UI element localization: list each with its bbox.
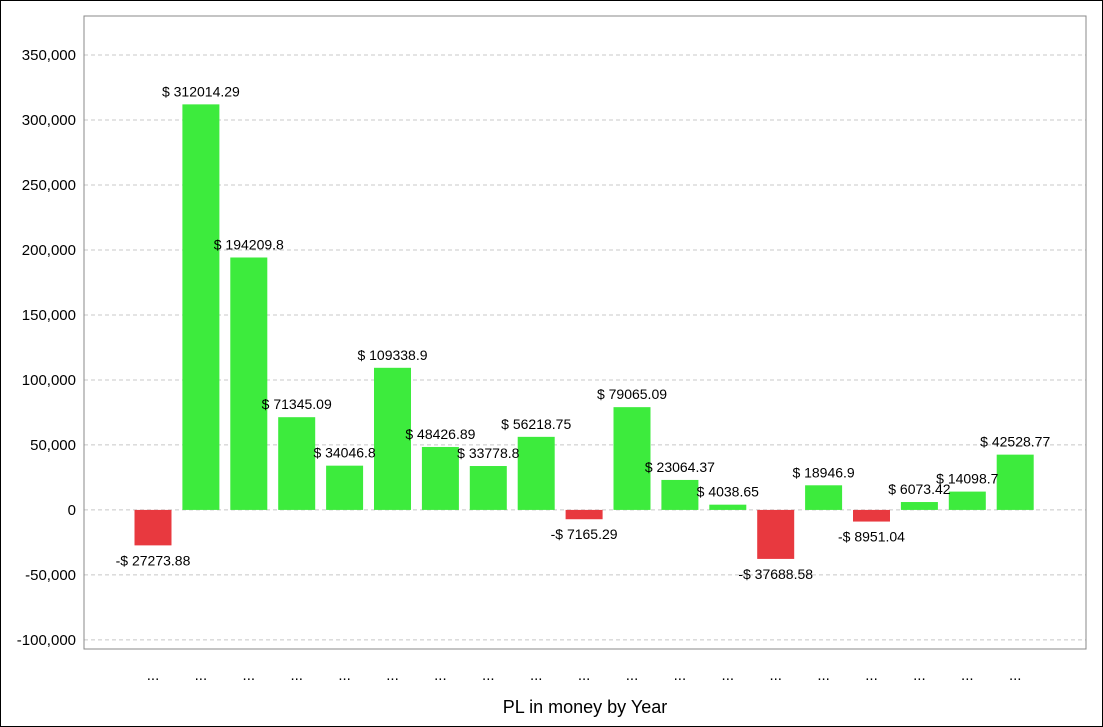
data-label: $ 18946.9 [792, 464, 854, 480]
y-tick-label: 50,000 [30, 437, 76, 454]
bar [565, 509, 603, 520]
bar [278, 417, 316, 510]
y-tick-label: 150,000 [22, 307, 76, 324]
data-label: $ 312014.29 [162, 83, 240, 99]
data-label: $ 71345.09 [262, 396, 332, 412]
x-tick-label: ... [865, 667, 878, 684]
data-label: $ 14098.7 [936, 471, 998, 487]
x-tick-label: ... [626, 667, 639, 684]
y-axis-tick-labels: -100,000 -50,000 0 50,000 100,000 150,000 200,… [17, 47, 76, 649]
x-tick-label: ... [961, 667, 974, 684]
bar [805, 485, 843, 510]
x-tick-label: ... [530, 667, 543, 684]
data-label: $ 34046.8 [313, 445, 375, 461]
x-tick-label: ... [817, 667, 830, 684]
bar [421, 446, 459, 510]
data-label: $ 79065.09 [597, 386, 667, 402]
bar [230, 257, 268, 510]
y-tick-label: 300,000 [22, 112, 76, 129]
data-label: $ 6073.42 [888, 481, 950, 497]
y-tick-label: 0 [68, 502, 76, 519]
x-tick-label: ... [913, 667, 926, 684]
data-label: $ 4038.65 [697, 484, 759, 500]
y-tick-label: -100,000 [17, 632, 76, 649]
y-tick-label: 200,000 [22, 242, 76, 259]
x-tick-label: ... [290, 667, 303, 684]
bar [613, 407, 651, 510]
bar [326, 465, 364, 510]
bar [374, 367, 411, 510]
data-label: -$ 37688.58 [738, 566, 813, 582]
x-tick-label: ... [722, 667, 735, 684]
data-label: -$ 8951.04 [838, 529, 905, 545]
bar [900, 502, 938, 510]
x-axis-title: PL in money by Year [503, 697, 667, 717]
x-tick-label: ... [147, 667, 160, 684]
bar [996, 454, 1034, 510]
data-label: $ 42528.77 [980, 434, 1050, 450]
data-label: -$ 7165.29 [551, 526, 618, 542]
x-tick-label: ... [482, 667, 495, 684]
x-tick-label: ... [195, 667, 208, 684]
bar [182, 104, 220, 510]
bar [948, 491, 986, 510]
x-tick-label: ... [338, 667, 351, 684]
y-tick-label: 350,000 [22, 47, 76, 64]
x-tick-label: ... [434, 667, 447, 684]
y-tick-label: -50,000 [25, 567, 76, 584]
x-axis-tick-labels: ........................................… [147, 667, 1022, 684]
x-tick-label: ... [386, 667, 399, 684]
y-tick-label: 250,000 [22, 177, 76, 194]
bar [709, 504, 747, 510]
data-label: $ 33778.8 [457, 445, 519, 461]
bar [517, 436, 555, 510]
y-tick-label: 100,000 [22, 372, 76, 389]
data-label: $ 109338.9 [357, 347, 427, 363]
x-tick-label: ... [674, 667, 687, 684]
data-label: $ 194209.8 [214, 236, 284, 252]
x-tick-label: ... [1009, 667, 1022, 684]
bars [134, 104, 1034, 559]
data-label: -$ 27273.88 [116, 552, 191, 568]
data-labels: -$ 27273.88 $ 312014.29 $ 194209.8 $ 71345.… [116, 83, 1051, 582]
bar [757, 509, 795, 559]
data-label: $ 23064.37 [645, 459, 715, 475]
bar [469, 466, 507, 510]
data-label: $ 56218.75 [501, 416, 571, 432]
x-tick-label: ... [243, 667, 256, 684]
bar [134, 509, 172, 546]
x-tick-label: ... [769, 667, 782, 684]
grid-lines [84, 54, 1086, 641]
bar [661, 479, 699, 510]
bar [853, 509, 890, 522]
x-tick-label: ... [578, 667, 591, 684]
plot-area [83, 15, 1087, 650]
data-label: $ 48426.89 [405, 426, 475, 442]
